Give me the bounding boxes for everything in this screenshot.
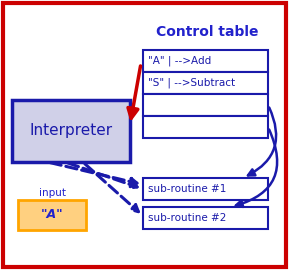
Text: sub-routine #1: sub-routine #1: [148, 184, 226, 194]
Bar: [12, 100, 130, 162]
Bar: [18, 200, 86, 230]
Text: "A" | -->Add: "A" | -->Add: [148, 56, 211, 66]
Bar: [143, 207, 268, 229]
Text: Interpreter: Interpreter: [29, 123, 112, 139]
Bar: [143, 94, 268, 116]
Bar: [143, 178, 268, 200]
Text: Control table: Control table: [156, 25, 258, 39]
Bar: [143, 50, 268, 72]
Text: "S" | -->Subtract: "S" | -->Subtract: [148, 78, 235, 88]
Text: input: input: [38, 188, 66, 198]
Bar: [143, 72, 268, 94]
Bar: [143, 116, 268, 138]
Text: "A": "A": [41, 208, 63, 221]
Text: sub-routine #2: sub-routine #2: [148, 213, 226, 223]
